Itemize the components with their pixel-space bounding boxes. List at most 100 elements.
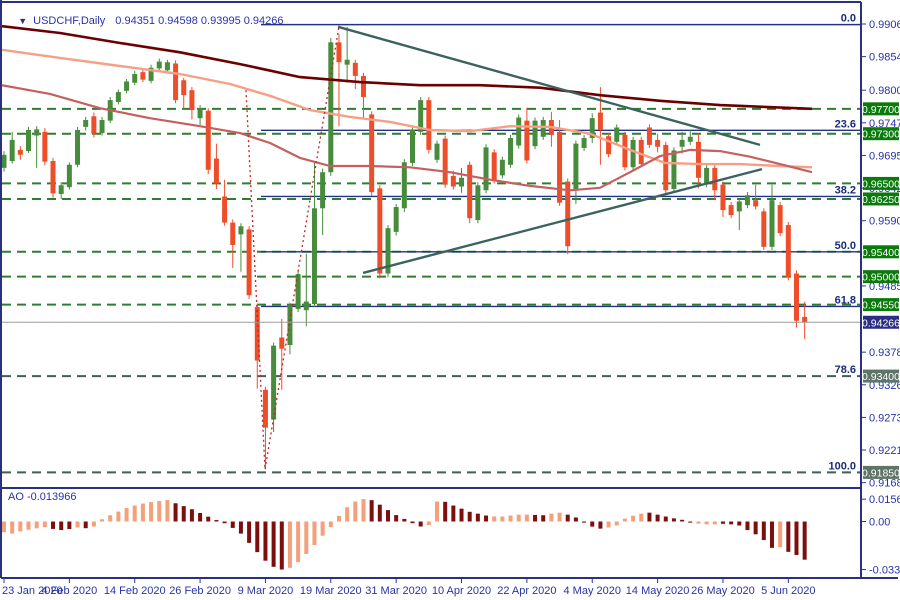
candle [115,92,121,102]
ao-bar [173,503,178,522]
ao-indicator-label: AO -0.013966 [8,491,77,503]
price-box-gray [863,465,899,479]
price-box-green [863,176,899,190]
candle [434,143,440,160]
candle [728,205,734,216]
price-box-green-label: 0.97700 [862,104,900,116]
candle [336,42,342,63]
symbol-dropdown-icon[interactable]: ▼ [18,16,28,26]
candle [459,177,465,187]
candle [761,211,767,247]
candle [9,139,15,162]
ao-bar [10,521,15,534]
ohlc-readout: 0.94351 0.94598 0.93995 0.94266 [115,15,284,27]
time-tick-label: 14 May 2020 [626,585,690,597]
candle [622,134,628,168]
candle [712,167,718,191]
ao-bar [100,519,105,522]
main-plot-area[interactable] [2,23,861,474]
ao-bar [663,516,668,522]
ao-tick-label: 0.015685 [869,494,900,506]
ao-bar [484,515,489,522]
price-box-green-label: 0.95000 [862,272,900,284]
candle [524,120,530,161]
ao-tick-label: 0.00 [869,517,890,529]
fib-level-label: 78.6 [835,364,856,376]
ao-bar [794,521,799,555]
time-tick-label: 14 Feb 2020 [104,585,166,597]
price-box-gray-label: 0.91850 [862,467,900,479]
ao-bar [312,521,317,546]
candle [197,108,203,119]
ao-bar [353,501,358,522]
ao-bar [696,521,701,524]
candle [565,181,571,247]
time-tick-label: 4 Feb 2020 [42,585,98,597]
price-box-green [863,102,899,116]
ao-bar [720,521,725,524]
candle [132,74,138,83]
time-tick-label: 23 Jan 2020 [2,585,63,597]
ao-bar [91,521,96,527]
time-tick-label: 26 Feb 2020 [169,585,231,597]
ao-bar [631,515,636,522]
ao-tick-label: -0.033721 [869,565,900,577]
ma-dark-line [2,24,813,111]
ao-bar [2,521,6,533]
ao-bar [541,515,546,522]
ao-bar [410,521,415,524]
ao-bar [377,504,382,522]
candle [753,200,759,207]
candle [802,316,808,323]
candle [91,116,97,134]
price-box-current [863,315,899,329]
ao-bar [271,521,276,567]
ao-bar [157,500,162,522]
ao-bar [116,511,121,522]
ao-bar [369,500,374,522]
candle [271,345,277,420]
candle [287,305,293,346]
ao-bar [189,509,194,522]
price-box-current-label: 0.94266 [862,317,900,329]
candle [311,208,317,304]
ao-bar [802,521,807,560]
trendline [362,167,763,275]
ao-bar [345,507,350,522]
time-tick-label: 9 Mar 2020 [238,585,294,597]
price-tick-label: 0.99065 [869,19,900,31]
fib-level-label: 23.6 [835,118,856,130]
candle [246,229,252,296]
candle [655,139,661,147]
candle [483,147,489,191]
candle [83,120,89,127]
ao-plot-area[interactable] [2,499,807,570]
candle [793,273,799,321]
ao-bar [222,521,227,524]
candle [597,112,603,130]
ao-bar [206,516,211,522]
price-axis[interactable]: 0.990650.985400.980000.974750.969500.964… [862,19,900,577]
candle [638,139,644,165]
fib-level-label: 50.0 [835,240,856,252]
ao-bar [149,502,154,522]
ao-bar [647,512,652,522]
ma-rose-line [2,84,813,192]
candle [516,117,522,146]
ao-bar [238,521,243,534]
ao-bar [769,521,774,548]
fib-level-label: 100.0 [828,460,856,472]
ao-bar [467,511,472,522]
candle [17,149,23,155]
ao-bar [729,521,734,525]
time-tick-label: 4 May 2020 [563,585,620,597]
candle [58,185,64,194]
candle [557,131,563,203]
